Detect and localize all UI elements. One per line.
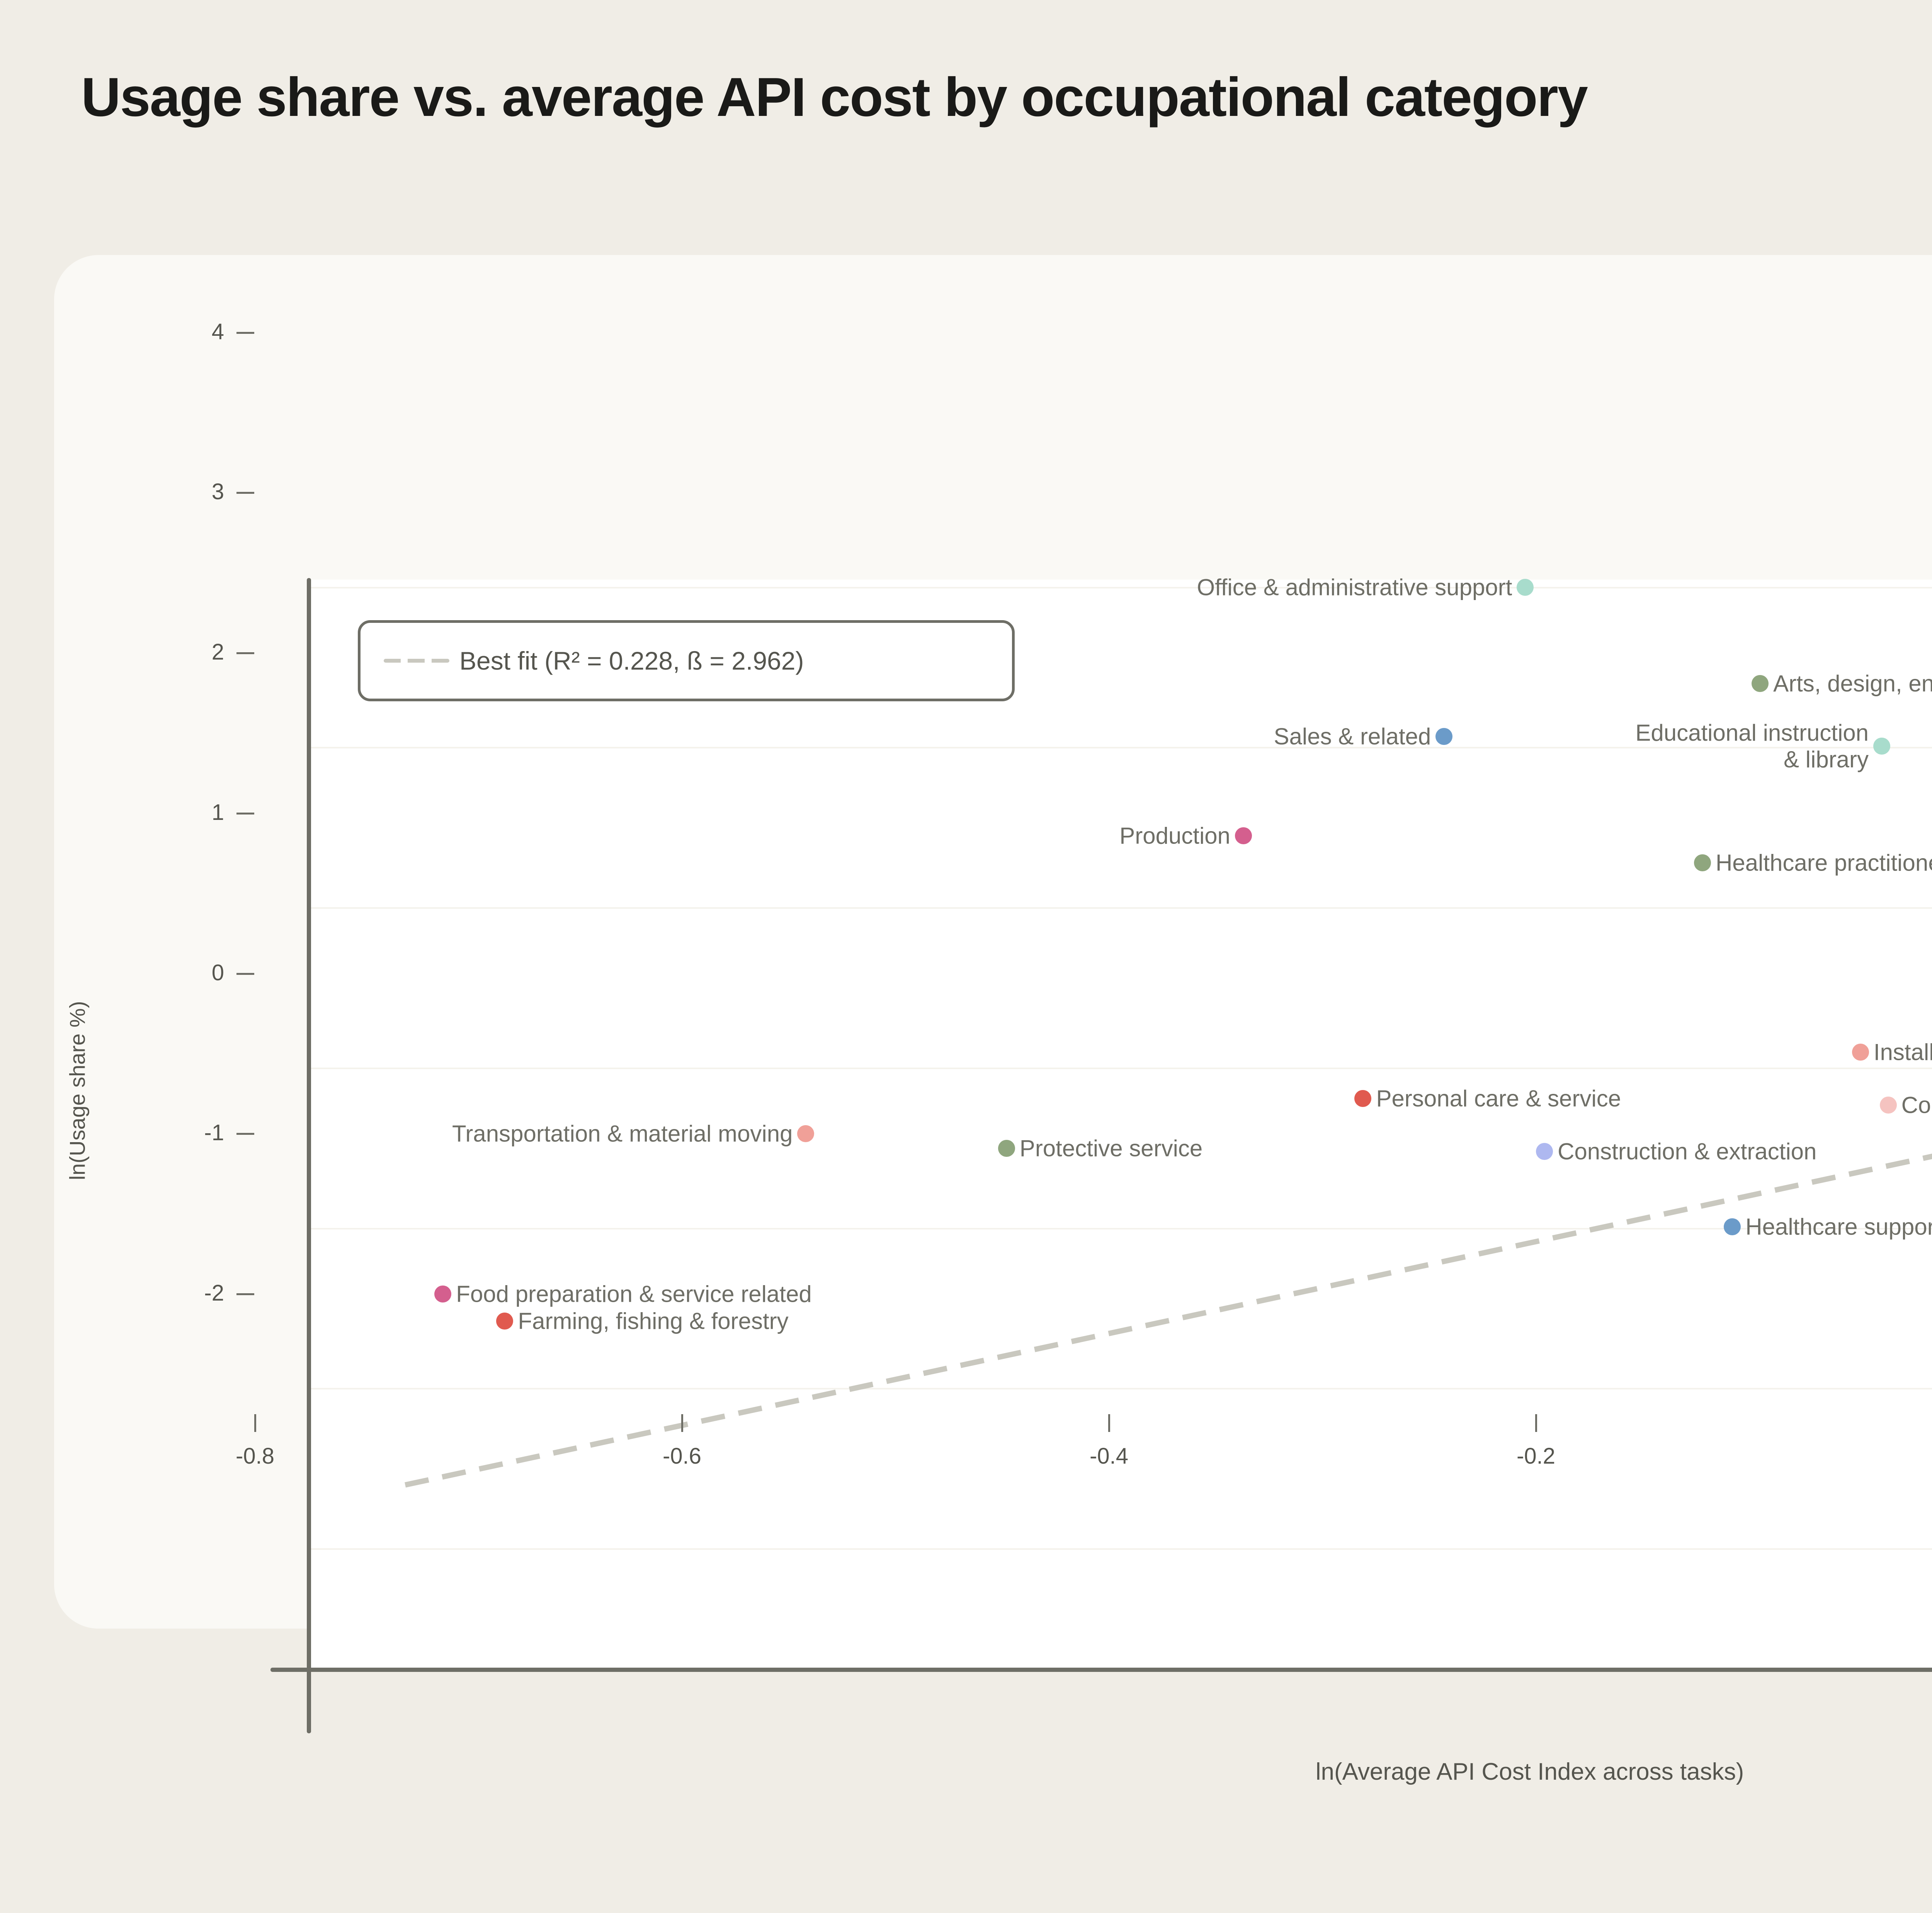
x-tick-mark [1108, 1414, 1110, 1432]
scatter-point-label: Community & social service [1901, 1092, 1932, 1118]
x-tick-label: -0.8 [236, 1444, 274, 1469]
y-axis-label: ln(Usage share %) [65, 1001, 90, 1180]
y-tick-mark [236, 652, 254, 655]
scatter-point[interactable] [1724, 1218, 1741, 1235]
legend[interactable]: Best fit (R² = 0.228, ß = 2.962) [358, 620, 1015, 701]
gridline [309, 1388, 1932, 1390]
scatter-point-label: Personal care & service [1376, 1085, 1621, 1112]
x-tick-label: -0.4 [1090, 1444, 1128, 1469]
scatter-point[interactable] [1879, 1096, 1897, 1114]
scatter-point-label: Sales & related [1274, 723, 1431, 750]
scatter-point[interactable] [1873, 737, 1891, 755]
y-tick-mark [236, 812, 254, 815]
x-axis-spine [270, 1668, 1932, 1672]
gridline [309, 1067, 1932, 1069]
scatter-point-label: Office & administrative support [1197, 574, 1512, 600]
gridline [309, 747, 1932, 749]
scatter-point[interactable] [1694, 854, 1711, 872]
scatter-point[interactable] [1536, 1143, 1553, 1160]
scatter-point-label: Protective service [1019, 1135, 1203, 1161]
y-tick-mark [236, 973, 254, 975]
scatter-point[interactable] [1852, 1043, 1869, 1061]
x-axis-label: ln(Average API Cost Index across tasks) [1315, 1758, 1744, 1785]
scatter-point-label: Production [1119, 823, 1231, 849]
x-tick-label: -0.2 [1517, 1444, 1555, 1469]
gridline [309, 1228, 1932, 1229]
scatter-point-label: Healthcare support [1745, 1214, 1932, 1240]
y-tick-mark [236, 1293, 254, 1295]
y-tick-label: -2 [204, 1280, 224, 1306]
legend-label: Best fit (R² = 0.228, ß = 2.962) [459, 646, 804, 675]
scatter-point[interactable] [1235, 827, 1252, 844]
y-tick-label: 4 [211, 319, 224, 344]
scatter-point[interactable] [998, 1139, 1015, 1157]
y-tick-label: 3 [211, 479, 224, 505]
page-title: Usage share vs. average API cost by occu… [81, 66, 1588, 128]
gridline [309, 587, 1932, 588]
y-tick-mark [236, 492, 254, 494]
scatter-point[interactable] [1354, 1090, 1372, 1107]
gridline [309, 907, 1932, 909]
x-tick-label: -0.6 [663, 1444, 701, 1469]
scatter-point[interactable] [496, 1313, 514, 1330]
x-tick-mark [681, 1414, 683, 1432]
scatter-point-label: Healthcare practitioners & technical [1715, 850, 1932, 876]
x-tick-mark [1535, 1414, 1537, 1432]
y-tick-label: 0 [211, 960, 224, 985]
scatter-point[interactable] [1752, 675, 1769, 692]
dashed-line-icon [384, 659, 449, 663]
scatter-point-label: Arts, design, entertainment, sports & me… [1773, 670, 1932, 697]
scatter-point[interactable] [434, 1285, 452, 1303]
x-tick-mark [254, 1414, 256, 1432]
scatter-point-label: Construction & extraction [1558, 1138, 1817, 1165]
scatter-point-label: Food preparation & service related [456, 1281, 812, 1307]
scatter-point-label: Educational instruction & library [1635, 719, 1869, 772]
y-tick-label: -1 [204, 1120, 224, 1146]
scatter-point-label: Transportation & material moving [452, 1121, 793, 1147]
chart-card: ln(Usage share %) ln(Average API Cost In… [54, 255, 1932, 1785]
y-tick-mark [236, 332, 254, 334]
y-tick-label: 1 [211, 799, 224, 825]
scatter-point-label: Installation, maintenance & repair [1873, 1039, 1932, 1065]
plot-area [309, 580, 1932, 1669]
y-axis-spine [307, 578, 311, 1733]
scatter-point[interactable] [797, 1125, 815, 1143]
y-tick-mark [236, 1133, 254, 1135]
scatter-point[interactable] [1517, 579, 1534, 596]
gridline [309, 1548, 1932, 1550]
scatter-point[interactable] [1435, 728, 1453, 745]
y-tick-label: 2 [211, 639, 224, 665]
x-tick-label: 0.0 [1905, 1443, 1932, 1469]
scatter-point-label: Farming, fishing & forestry [518, 1308, 789, 1334]
